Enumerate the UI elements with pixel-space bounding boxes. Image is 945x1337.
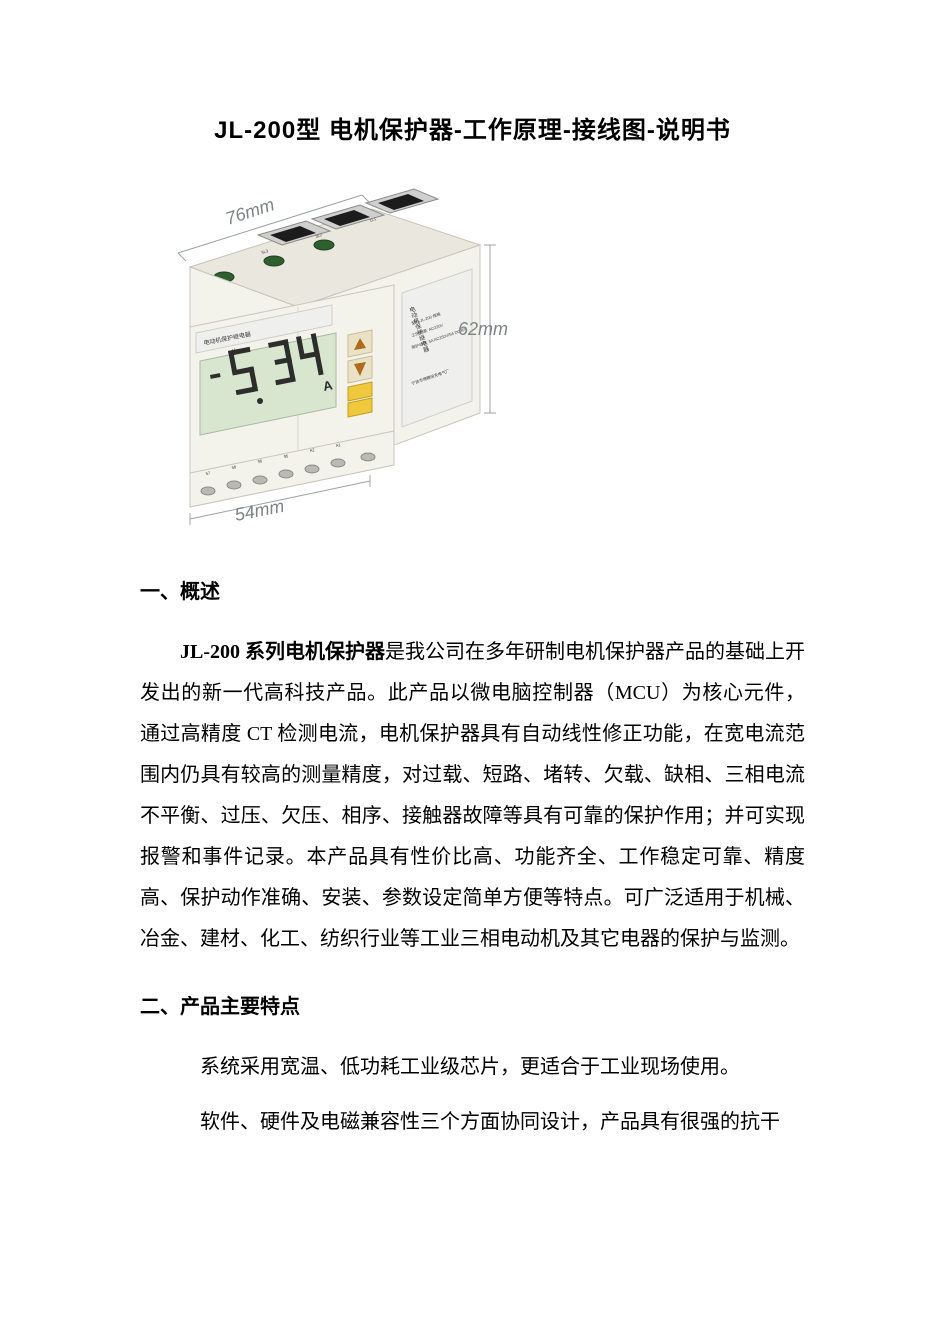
term-hole-4: [279, 470, 293, 478]
term-hole-6: [331, 459, 345, 467]
page-title: JL-200型 电机保护器-工作原理-接线图-说明书: [140, 110, 805, 145]
overview-paragraph: JL-200 系列电机保护器是我公司在多年研制电机保护器产品的基础上开发出的新一…: [140, 632, 805, 960]
document-page: JL-200型 电机保护器-工作原理-接线图-说明书 5L3 3L2 1L1: [0, 0, 945, 1337]
section-overview-heading: 一、概述: [140, 575, 805, 604]
section-features-heading: 二、产品主要特点: [140, 990, 805, 1019]
term-hole-7: [361, 453, 375, 461]
product-figure-wrap: 5L3 3L2 1L1 电动机保护继电器 型号 JL-200 规格 工作电源: …: [150, 175, 815, 535]
term-hole-3: [253, 476, 267, 484]
overview-lead: JL-200 系列电机保护器: [180, 641, 385, 663]
term-hole-1: [201, 487, 215, 495]
screw-3: [314, 240, 334, 250]
dim-depth-label: 76mm: [223, 194, 277, 228]
screw-2: [264, 256, 284, 266]
feature-item-2: 软件、硬件及电磁兼容性三个方面协同设计，产品具有很强的抗干: [140, 1102, 805, 1143]
overview-rest: 是我公司在多年研制电机保护器产品的基础上开发出的新一代高科技产品。此产品以微电脑…: [140, 641, 805, 950]
dim-width-label: 54mm: [233, 496, 286, 525]
button-group: [348, 330, 372, 417]
term-hole-5: [305, 465, 319, 473]
term-hole-2: [227, 481, 241, 489]
product-figure: 5L3 3L2 1L1 电动机保护继电器 型号 JL-200 规格 工作电源: …: [150, 175, 510, 535]
dim-height-label: 62mm: [458, 319, 508, 339]
feature-item-1: 系统采用宽温、低功耗工业级芯片，更适合于工业现场使用。: [140, 1047, 805, 1088]
